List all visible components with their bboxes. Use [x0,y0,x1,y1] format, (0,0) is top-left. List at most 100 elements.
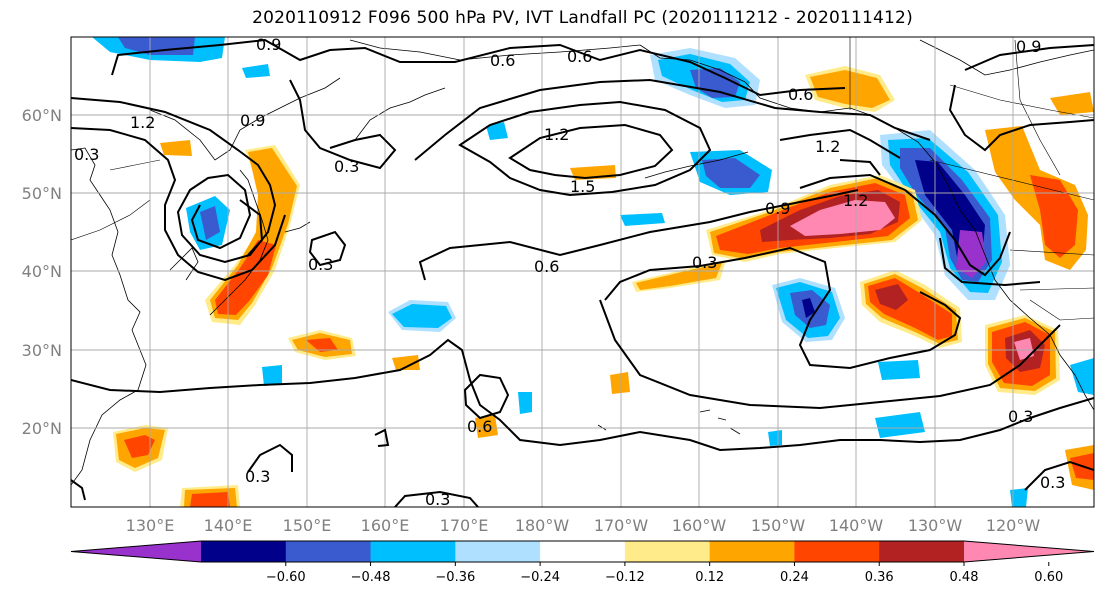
contour-label: 0.6 [788,85,813,104]
map-panel [71,37,1094,507]
graticule [71,37,1094,507]
negative-anomaly [1010,488,1028,507]
map-title: 2020110912 F096 500 hPa PV, IVT Landfall… [252,8,913,28]
positive-anomaly [124,435,155,458]
lat-label: 30°N [22,341,62,360]
coastline [919,39,1094,76]
pv-contour [71,127,286,282]
border [1014,39,1061,176]
colorbar-bin [794,541,880,562]
colorbar-tick-label: 0.12 [695,570,724,585]
lon-label: 150°W [751,516,806,535]
negative-anomaly [690,68,740,98]
colorbar-outline [70,540,1095,563]
colorbar-tick-label: 0.60 [1034,570,1063,585]
contour-label: 0.6 [534,257,559,276]
contour-label: 0.3 [1008,407,1033,426]
negative-anomaly [392,304,452,328]
colorbar-tick-label: −0.36 [435,570,475,585]
pv-contour [289,79,397,170]
contour-label: 0.3 [425,490,450,509]
negative-anomaly [242,64,270,78]
colorbar-extend-min [71,541,201,562]
pv-contour [458,100,712,197]
contour-label: 0.3 [692,253,717,272]
contour-label: 1.2 [843,191,868,210]
lon-label: 180°W [515,516,570,535]
coastline [699,409,741,435]
negative-anomaly [878,360,920,380]
colorbar-tick-label: −0.12 [605,570,645,585]
lat-label: 60°N [22,106,62,125]
positive-anomaly [190,492,230,507]
positive-anomaly [475,415,498,438]
colorbar-tick-label: −0.60 [266,570,306,585]
contour-label: 0.6 [490,51,515,70]
pv-contours [71,38,1094,507]
lat-label: 40°N [22,262,62,281]
colorbar-bin [370,541,456,562]
negative-anomaly [118,37,195,55]
contour-label: 0.6 [467,417,492,436]
pv-contour [71,479,86,501]
pv-contour [948,84,1094,152]
contour-labels: 0.9 0.6 0.6 0.9 0.6 1.2 1.2 1.2 0.9 0.3 … [74,35,1065,509]
negative-anomaly [1070,358,1094,395]
coastline [149,77,341,161]
contour-label: 0.3 [245,467,270,486]
border [109,159,161,171]
negative-anomaly [200,206,220,240]
pv-contour [418,189,859,281]
pv-contour [508,123,674,180]
contour-label: 0.3 [308,255,333,274]
negative-anomaly [518,392,532,414]
lon-label: 130°W [908,516,963,535]
lon-label: 140°E [204,516,253,535]
contour-label: 1.2 [130,113,155,132]
longitude-labels: 130°E 140°E 150°E 160°E 170°E 180°W 170°… [126,516,1041,535]
contour-label: 0.9 [765,199,790,218]
positive-anomaly [306,338,338,352]
border [949,84,1094,119]
pv-contour [604,246,962,370]
colorbar-tick-label: 0.36 [865,570,894,585]
colorbar-tick-label: −0.48 [351,570,391,585]
contour-label: 0.3 [334,157,359,176]
positive-anomaly [392,355,420,370]
positive-anomaly [1030,175,1078,258]
positive-anomaly [1050,92,1094,115]
colorbar-bin [455,541,541,562]
contour-label: 0.9 [240,111,265,130]
pv-contour [939,237,1041,287]
colorbar-bin [879,541,965,562]
contour-label: 1.2 [544,125,569,144]
positive-anomaly [636,263,722,290]
pv-contour [599,299,1061,410]
colorbar-extend-max [964,541,1094,562]
pv-contour [414,78,931,161]
contour-label: 1.2 [815,137,840,156]
lon-label: 170°W [594,516,649,535]
negative-anomaly [620,213,665,226]
map-content [71,37,1094,507]
lon-label: 130°E [126,516,175,535]
negative-anomaly [486,122,508,140]
contour-label: 0.3 [1040,473,1065,492]
shaded-anomaly-fields [92,37,1094,507]
positive-anomaly [790,200,895,236]
lat-label: 50°N [22,184,62,203]
border [1029,299,1094,321]
coastline [349,39,641,61]
pv-contour [308,230,347,267]
contour-label: 1.5 [570,177,595,196]
pv-contour [239,199,264,256]
coastline [209,169,269,316]
pv-contour [839,159,881,176]
lat-label: 20°N [22,419,62,438]
pv-contour [374,428,390,447]
border [71,199,151,241]
pv-contour [71,97,277,264]
colorbar-tick-label: 0.48 [950,570,979,585]
contour-label: 0.3 [74,145,99,164]
negative-anomaly [956,230,986,278]
